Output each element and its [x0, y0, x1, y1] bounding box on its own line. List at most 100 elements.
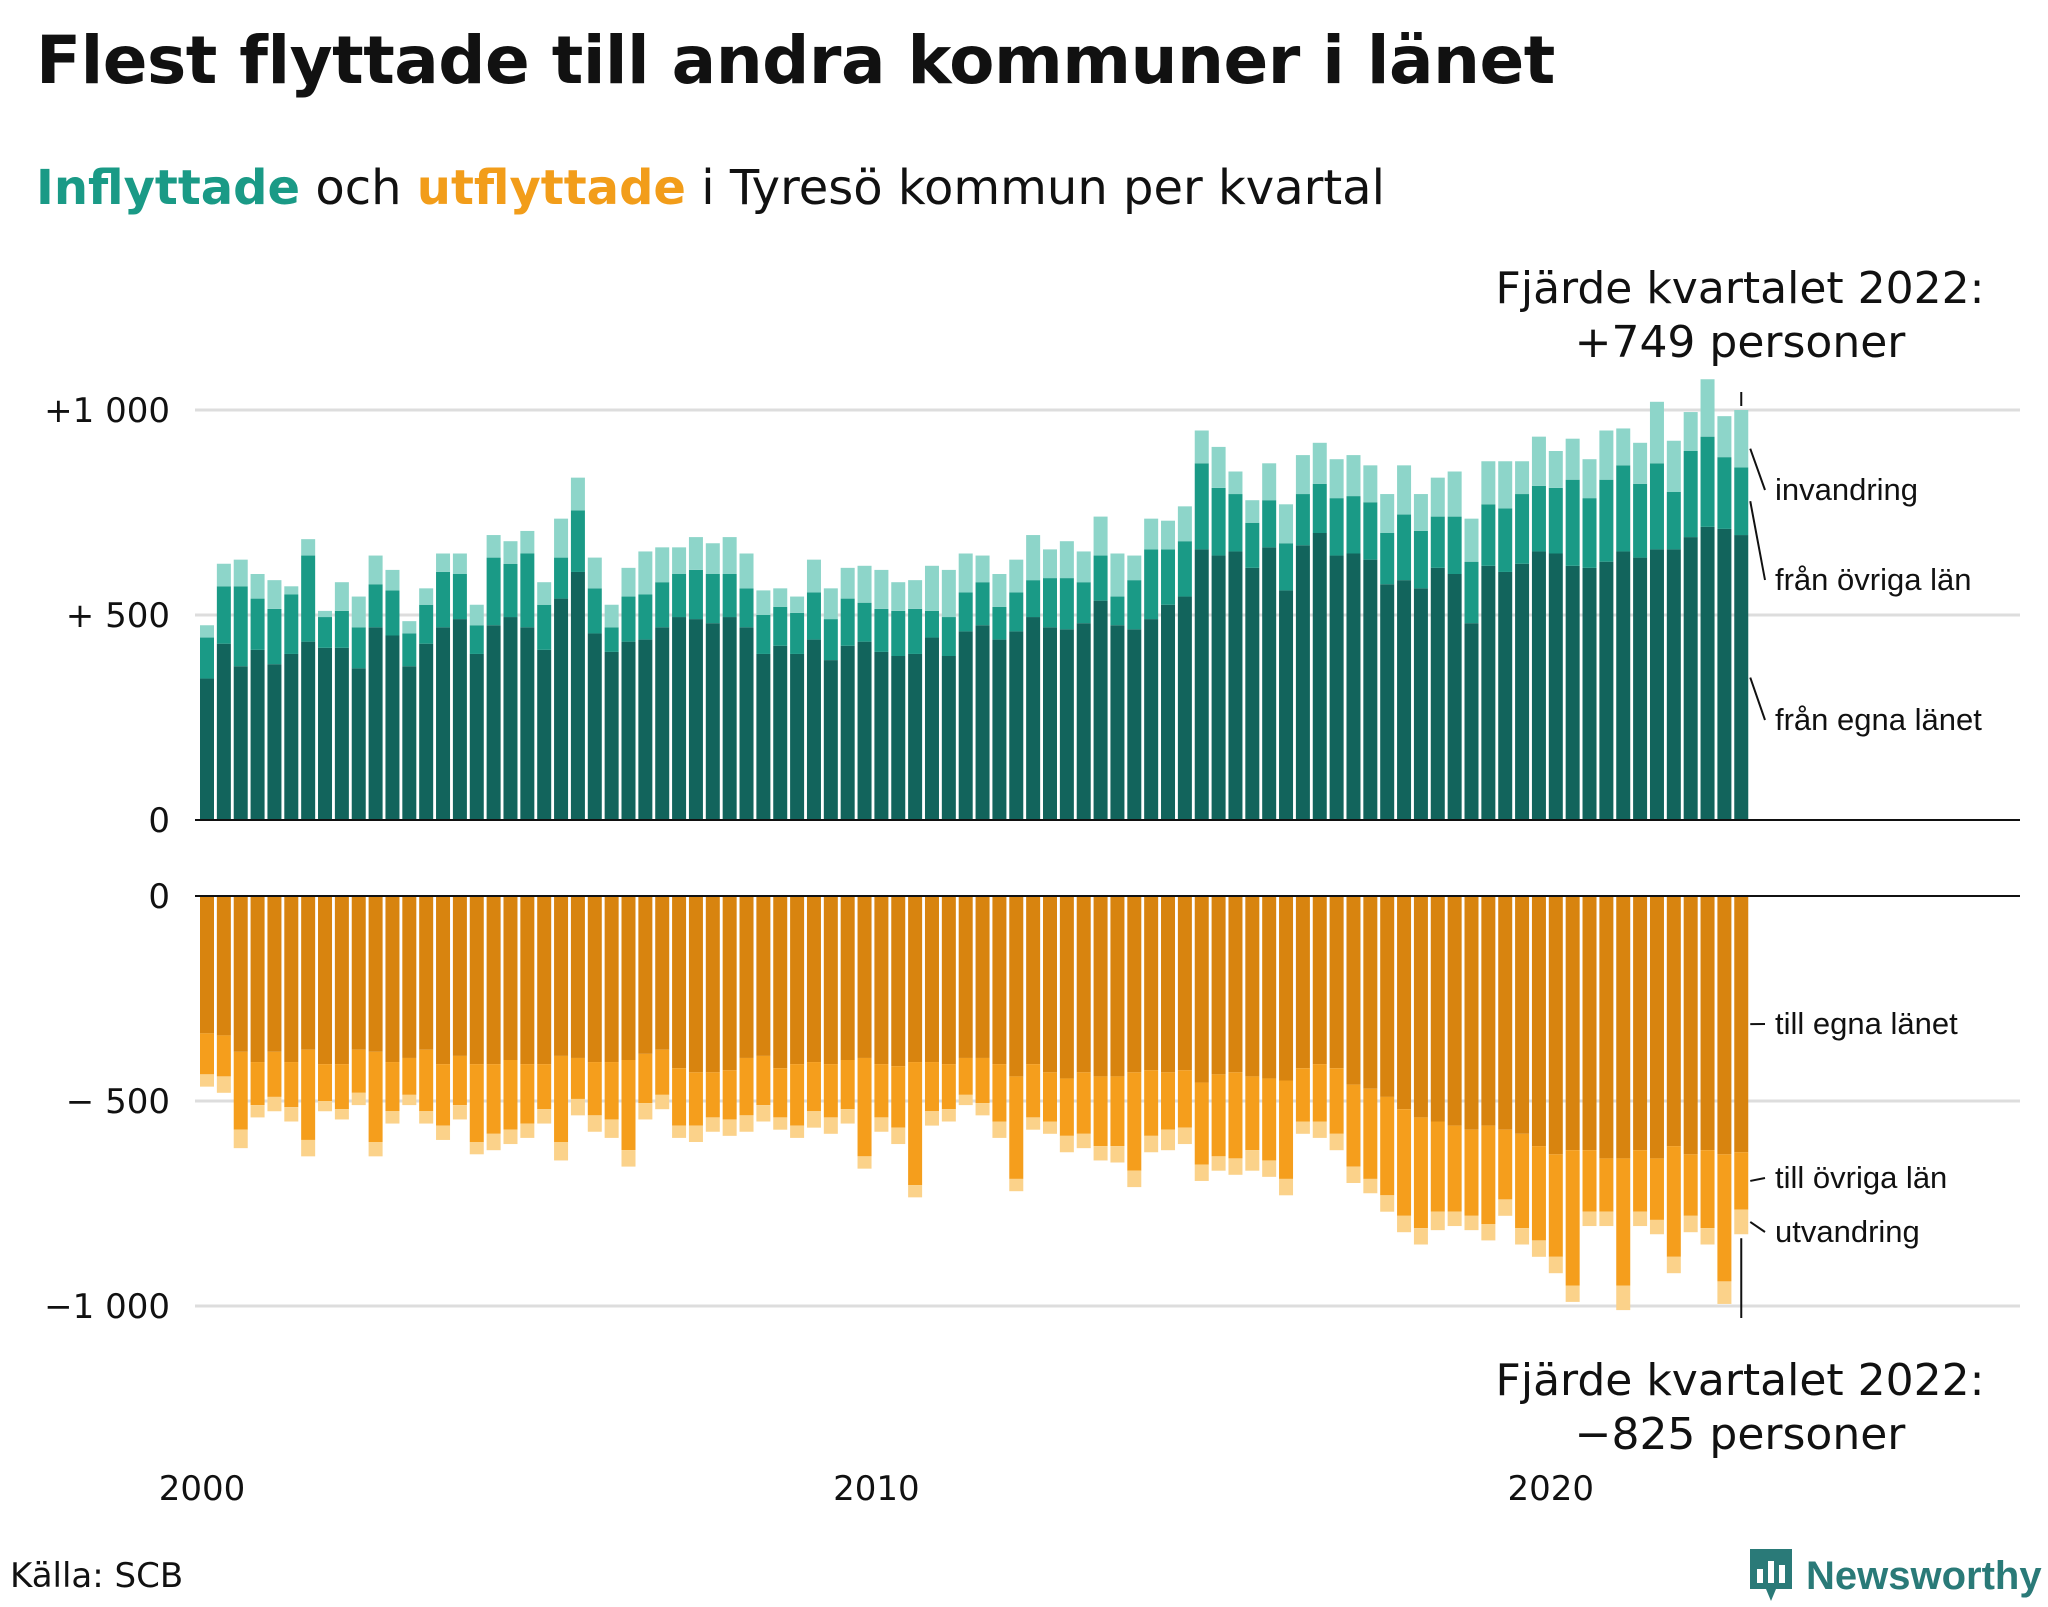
bar-out-2	[1650, 1220, 1664, 1234]
bar-in-1	[1397, 515, 1411, 581]
bar-out-1	[234, 1052, 248, 1130]
bar-out-2	[1734, 1210, 1748, 1235]
bar-out-0	[1515, 896, 1529, 1134]
bar-in-2	[200, 625, 214, 637]
bar-in-2	[925, 566, 939, 611]
bar-out-2	[1616, 1286, 1630, 1311]
bar-out-1	[1448, 1126, 1462, 1212]
bar-in-2	[1734, 410, 1748, 467]
bar-out-1	[942, 1064, 956, 1109]
bar-out-0	[1397, 896, 1411, 1109]
bar-in-1	[1532, 486, 1546, 552]
bar-out-1	[1178, 1070, 1192, 1127]
bar-out-1	[689, 1072, 703, 1125]
bar-out-1	[1279, 1081, 1293, 1179]
bar-out-2	[369, 1142, 383, 1156]
bar-in-0	[1144, 619, 1158, 820]
bar-out-2	[638, 1103, 652, 1119]
bar-in-1	[1228, 494, 1242, 551]
bar-out-1	[1532, 1146, 1546, 1240]
bar-in-0	[554, 599, 568, 820]
bar-in-2	[1245, 500, 1259, 523]
bar-out-1	[1566, 1150, 1580, 1285]
bar-out-1	[1060, 1078, 1074, 1135]
bar-in-0	[1583, 568, 1597, 820]
bar-in-1	[672, 574, 686, 617]
bar-out-2	[1195, 1165, 1209, 1181]
bar-out-0	[284, 896, 298, 1062]
bar-in-0	[1195, 549, 1209, 820]
bar-in-0	[689, 619, 703, 820]
bar-out-0	[1599, 896, 1613, 1158]
bar-out-2	[1465, 1216, 1479, 1230]
bar-in-2	[1431, 478, 1445, 517]
bar-out-2	[1667, 1257, 1681, 1273]
bar-out-1	[1077, 1072, 1091, 1134]
bar-in-2	[1060, 541, 1074, 578]
bar-in-2	[1296, 455, 1310, 494]
bar-out-1	[706, 1072, 720, 1117]
bar-out-2	[1515, 1228, 1529, 1244]
bar-in-2	[1127, 556, 1141, 581]
bar-in-0	[790, 654, 804, 820]
newsworthy-logo[interactable]: Newsworthy	[1746, 1545, 2042, 1607]
bar-in-0	[925, 638, 939, 820]
bar-out-1	[1043, 1072, 1057, 1121]
bar-out-0	[1077, 896, 1091, 1072]
bar-in-2	[284, 586, 298, 594]
bar-in-1	[503, 564, 517, 617]
bar-in-1	[1650, 463, 1664, 549]
bar-out-2	[234, 1130, 248, 1148]
bar-in-1	[234, 586, 248, 666]
bar-out-0	[301, 896, 315, 1050]
x-tick-label: 2020	[1508, 1469, 1595, 1509]
bar-in-1	[1667, 492, 1681, 549]
bar-in-0	[453, 619, 467, 820]
bar-in-2	[1701, 379, 1715, 436]
bar-in-2	[858, 566, 872, 603]
bar-out-2	[1330, 1134, 1344, 1150]
bar-in-2	[1599, 431, 1613, 480]
bar-chart-icon	[1746, 1545, 1796, 1607]
bar-in-2	[1465, 519, 1479, 562]
bar-in-0	[1431, 568, 1445, 820]
bar-out-2	[318, 1101, 332, 1111]
bar-in-2	[891, 582, 905, 611]
bar-out-0	[824, 896, 838, 1064]
bar-out-2	[470, 1142, 484, 1154]
bar-in-0	[1279, 590, 1293, 820]
bar-out-0	[672, 896, 686, 1068]
bar-out-2	[790, 1126, 804, 1138]
bar-in-1	[1330, 498, 1344, 555]
bar-in-2	[1313, 443, 1327, 484]
bar-out-2	[1212, 1156, 1226, 1170]
bar-out-2	[1279, 1179, 1293, 1195]
bar-in-2	[1279, 504, 1293, 543]
bar-out-0	[1633, 896, 1647, 1150]
bar-in-0	[756, 654, 770, 820]
bar-in-1	[453, 574, 467, 619]
bar-in-0	[503, 617, 517, 820]
bar-in-1	[976, 582, 990, 625]
bar-in-0	[352, 668, 366, 820]
bar-in-1	[1684, 451, 1698, 537]
bar-in-2	[959, 554, 973, 593]
bar-in-2	[1043, 549, 1057, 578]
bar-out-0	[622, 896, 636, 1060]
bar-in-1	[1414, 531, 1428, 588]
bar-in-0	[1161, 605, 1175, 820]
bar-in-0	[284, 654, 298, 820]
bar-in-0	[385, 636, 399, 821]
bar-out-2	[740, 1115, 754, 1131]
bar-out-0	[1448, 896, 1462, 1126]
bar-out-0	[1144, 896, 1158, 1070]
series-label: utvandring	[1775, 1214, 1920, 1249]
bar-out-2	[1026, 1117, 1040, 1129]
bar-out-2	[1363, 1179, 1377, 1193]
bar-in-0	[571, 572, 585, 820]
bar-out-2	[1346, 1167, 1360, 1183]
bar-in-0	[267, 664, 281, 820]
bar-in-1	[318, 617, 332, 648]
bar-out-2	[672, 1126, 686, 1138]
bar-out-2	[706, 1117, 720, 1131]
